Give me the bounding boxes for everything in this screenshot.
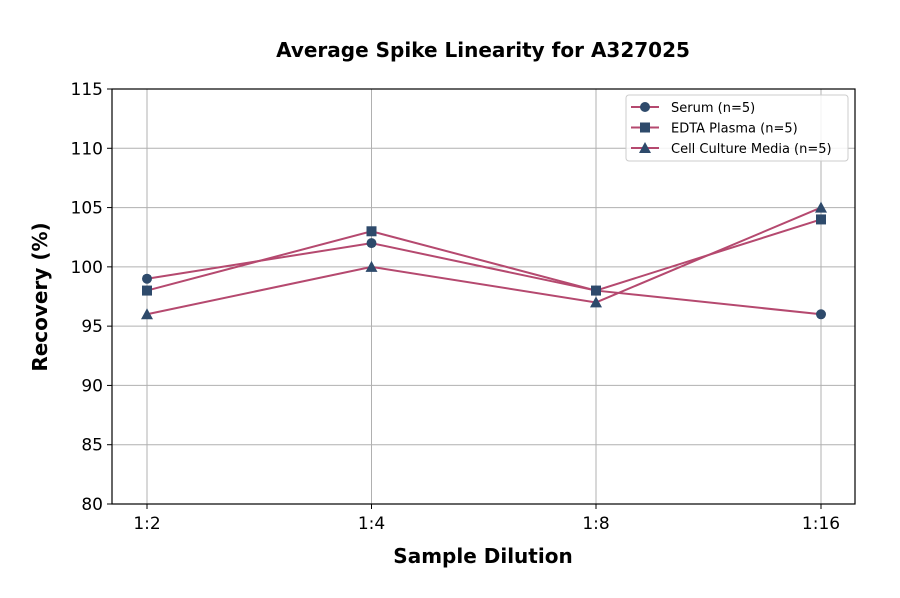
legend-box (625, 94, 849, 162)
chart-title: Average Spike Linearity for A327025 (276, 38, 690, 62)
y-axis-label: Recovery (%) (28, 222, 52, 371)
y-tick-label: 115 (71, 80, 103, 100)
series-line (146, 206, 822, 316)
x-tick-label: 1:16 (802, 514, 840, 534)
series-edta-plasma-n-5 (142, 214, 826, 296)
data-point-square (591, 285, 601, 296)
x-axis-label: Sample Dilution (393, 544, 572, 568)
y-tick-label: 80 (81, 495, 103, 515)
x-tick-label: 1:8 (582, 514, 609, 534)
x-tick-label: 1:4 (358, 514, 385, 534)
legend-marker-circle (640, 102, 650, 112)
data-point-circle (366, 238, 377, 249)
series-line (146, 218, 822, 292)
y-tick-label: 90 (81, 376, 103, 396)
plot-area-frame (111, 88, 856, 505)
legend-label: Cell Culture Media (n=5) (671, 142, 832, 157)
data-point-triangle (815, 201, 827, 213)
y-tick-label: 110 (71, 139, 103, 159)
series-line (146, 242, 822, 316)
y-tick-label: 95 (81, 317, 103, 337)
x-tick-label: 1:2 (133, 514, 160, 534)
data-point-circle (142, 273, 152, 284)
data-point-circle (816, 309, 826, 320)
legend-label: Serum (n=5) (671, 101, 755, 116)
data-point-triangle (141, 308, 153, 320)
y-tick-label: 105 (71, 199, 103, 219)
data-point-square (816, 214, 826, 225)
legend: Serum (n=5) EDTA Plasma (n=5) Cell Culture… (625, 94, 849, 162)
legend-marker-triangle (639, 142, 651, 153)
data-point-square (366, 226, 377, 237)
legend-marker-square (640, 122, 650, 133)
y-tick-label: 85 (81, 436, 103, 456)
data-point-triangle (365, 260, 378, 272)
series-cell-culture-media-n-5 (141, 201, 827, 320)
data-point-triangle (590, 296, 602, 308)
y-tick-label: 100 (71, 258, 103, 278)
data-point-square (142, 285, 152, 296)
legend-label: EDTA Plasma (n=5) (671, 122, 798, 137)
